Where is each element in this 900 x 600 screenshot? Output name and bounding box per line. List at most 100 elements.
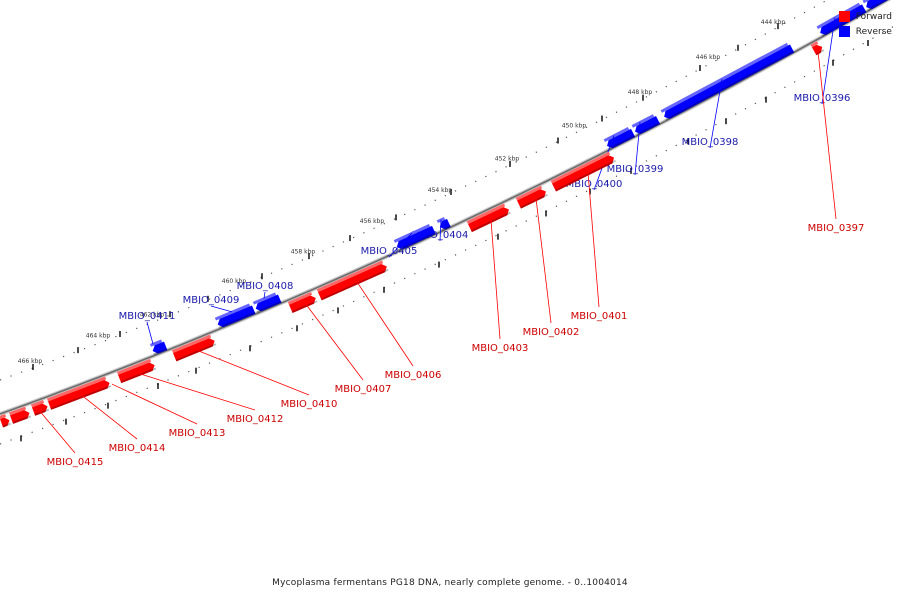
gene-top-face: [810, 41, 819, 48]
scale-label: 458 kbp: [291, 249, 316, 256]
gene-shade: [520, 193, 548, 209]
gene-top-face: [214, 303, 251, 321]
gene-shade: [218, 311, 256, 329]
gene-partial-left: [0, 413, 12, 428]
gene-body: [439, 218, 451, 230]
gene-label: MBIO_0410: [281, 399, 338, 410]
gene-label: MBIO_0414: [109, 443, 166, 454]
gene-shade: [12, 415, 32, 424]
gene-leader-line: [263, 291, 266, 299]
gene-body: [10, 410, 30, 424]
gene-top-face: [30, 400, 45, 408]
legend-label-reverse: Reverse: [855, 26, 892, 37]
gene-mbio-0414: [30, 400, 50, 416]
gene-body: [173, 338, 215, 362]
gene-mbio-0399: [631, 114, 661, 136]
gene-leader-line: [439, 219, 442, 242]
gene-leader-line: [535, 198, 552, 324]
gene-body: [664, 44, 795, 119]
gene-mbio-0409: [214, 303, 256, 329]
gene-top-face: [816, 2, 861, 30]
scale-label: 454 kbp: [428, 187, 453, 194]
gene-mbio-0401: [550, 151, 617, 192]
gene-shade: [397, 232, 436, 252]
gene-top-face: [171, 334, 212, 353]
gene-label: MBIO_0409: [183, 295, 240, 306]
gene-shade: [120, 367, 157, 384]
gene-leader-line: [817, 51, 837, 220]
gene-label: MBIO_0402: [523, 327, 580, 338]
gene-top-face: [631, 114, 655, 128]
reverse-swatch: [838, 26, 850, 37]
scale-label: 456 kbp: [360, 218, 385, 225]
gene-top-face: [116, 358, 152, 375]
scale-label: 466 kbp: [18, 358, 43, 365]
gene-shade: [815, 49, 825, 56]
scale-label: 460 kbp: [222, 278, 247, 285]
gene-top-face: [252, 292, 277, 305]
gene-top-face: [515, 185, 543, 201]
gene-shade: [175, 343, 217, 362]
scale-label: 450 kbp: [562, 123, 587, 130]
gene-body: [635, 115, 661, 134]
gene-label: MBIO_0408: [237, 281, 294, 292]
gene-label: MBIO_0399: [607, 164, 664, 175]
gene-label: MBIO_0406: [385, 370, 442, 381]
forward-swatch: [838, 11, 850, 22]
gene-mbio-0400: [603, 127, 636, 151]
gene-top-face: [603, 127, 630, 143]
gene-top-face: [287, 291, 313, 305]
gene-shade: [665, 50, 795, 121]
gene-leader-line: [138, 373, 256, 411]
gene-label: MBIO_0411: [119, 311, 176, 322]
gene-body: [217, 305, 256, 328]
gene-mbio-0415: [8, 406, 32, 424]
gene-shade: [440, 225, 451, 232]
gene-leader-line: [709, 79, 723, 149]
gene-shade: [555, 159, 617, 192]
gene-leader-line: [388, 232, 413, 258]
gene-body: [48, 380, 110, 410]
gene-partial-right: [862, 0, 900, 12]
scale-label: 444 kbp: [761, 19, 786, 26]
gene-body: [468, 207, 509, 233]
gene-leader-line: [196, 349, 310, 396]
gene-leader-line: [490, 220, 501, 340]
scale-label: 462 kbp: [140, 311, 165, 318]
gene-top-face: [550, 151, 611, 184]
gene-shade: [50, 385, 112, 410]
legend-label-forward: Forward: [855, 11, 892, 22]
gene-mbio-0411: [149, 339, 168, 356]
gene-mbio-0407: [287, 291, 318, 313]
gene-top-face: [46, 376, 107, 402]
gene-shade: [821, 10, 867, 37]
gene-body: [552, 155, 615, 192]
gene-leader-line: [210, 305, 233, 313]
gene-label: MBIO_0407: [335, 384, 392, 395]
gene-label: MBIO_0413: [169, 428, 226, 439]
gene-mbio-0398: [660, 42, 795, 121]
scale-label: 464 kbp: [86, 332, 111, 339]
gene-shade: [291, 300, 318, 313]
gene-shade: [320, 268, 389, 301]
gene-mbio-0412: [116, 358, 157, 384]
gene-body: [152, 341, 168, 354]
gene-body: [118, 362, 155, 384]
backbone-line: [0, 0, 889, 415]
gene-shade: [2, 422, 12, 428]
gene-shade: [34, 408, 50, 416]
gene-top-face: [8, 406, 27, 416]
scale-label: 452 kbp: [495, 155, 520, 162]
gene-body: [866, 0, 900, 10]
gene-leader-line: [81, 395, 138, 440]
gene-label: MBIO_0415: [47, 457, 104, 468]
scale-label: 446 kbp: [696, 54, 721, 61]
gene-mbio-0410: [171, 334, 217, 362]
gene-label: MBIO_0404: [412, 230, 469, 241]
gene-mbio-0406: [316, 260, 389, 301]
gene-label: MBIO_0401: [571, 311, 628, 322]
gene-body: [607, 128, 636, 149]
gene-leader-line: [356, 281, 414, 367]
